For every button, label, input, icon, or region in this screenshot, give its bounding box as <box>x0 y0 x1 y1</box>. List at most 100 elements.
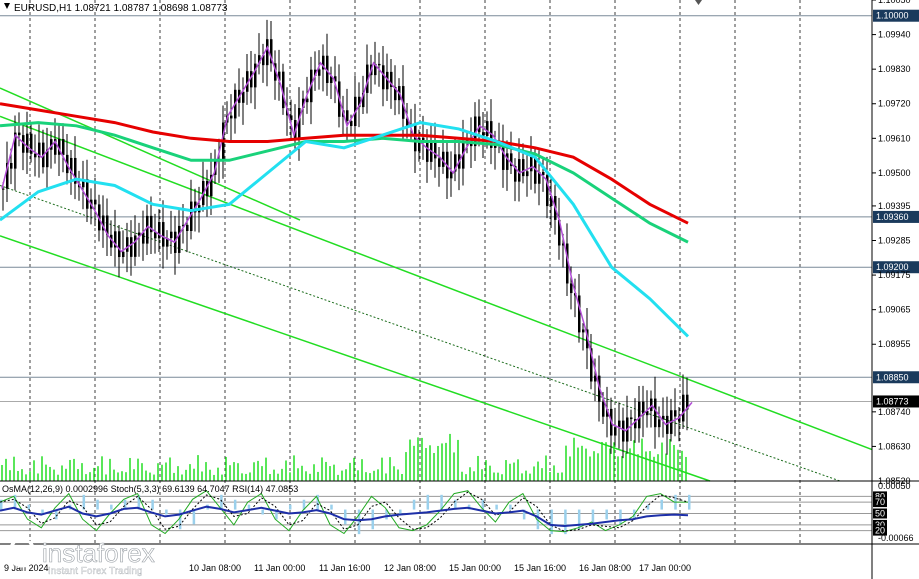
candle-body <box>474 116 477 147</box>
candle-body <box>486 121 489 136</box>
candle-body <box>386 71 389 90</box>
candle-body <box>530 156 533 172</box>
stoch-level-tag <box>873 508 887 519</box>
time-label: 9 Jan 2024 <box>4 563 49 573</box>
candle-body <box>538 172 541 184</box>
candle-body <box>546 175 549 207</box>
candle-body <box>382 65 385 90</box>
logo-tagline: Instant Forex Trading <box>48 566 143 577</box>
candle-body <box>654 398 657 428</box>
osma-bar <box>151 499 154 510</box>
volume-histogram <box>1 433 687 481</box>
osma-bar <box>509 504 512 510</box>
candle-body <box>438 158 441 167</box>
candle-body <box>142 232 145 244</box>
candle-body <box>506 153 509 170</box>
candle-body <box>150 215 153 233</box>
candle-body <box>6 162 9 189</box>
candle-body <box>406 118 409 126</box>
candle-body <box>522 159 525 177</box>
instaforex-logo: instaforex Instant Forex Trading <box>7 538 155 577</box>
ema200-line <box>0 102 689 225</box>
logo-brand: instaforex <box>42 538 155 568</box>
candle-body <box>378 63 381 66</box>
candle-body <box>186 224 189 231</box>
osma-bar <box>440 494 443 510</box>
candle-body <box>594 375 597 382</box>
vertical-grid <box>29 0 801 544</box>
candle-body <box>298 108 301 140</box>
time-axis: 9 Jan 2024 10 Jan 08:00 11 Jan 00:00 11 Jan… <box>4 563 691 573</box>
osma-bar <box>357 509 361 535</box>
candle-body <box>390 71 393 87</box>
time-label: 11 Jan 16:00 <box>319 563 370 573</box>
collapse-triangle-icon[interactable] <box>4 3 10 9</box>
osma-bar <box>41 509 44 515</box>
candle-body <box>662 415 665 420</box>
candle-body <box>174 231 177 253</box>
osma-tick-label: -0.00066 <box>878 533 914 543</box>
y-tick-label: 1.09720 <box>878 99 911 109</box>
y-tick-label: 1.08520 <box>878 476 911 486</box>
channel-upper <box>0 115 873 451</box>
time-label: 11 Jan 00:00 <box>254 563 305 573</box>
candle-body <box>678 416 681 422</box>
candle-body <box>542 172 545 176</box>
horizontal-levels: 1.10000 1.09360 1.09200 1.08850 1.08773 <box>0 9 919 408</box>
osma-bar <box>137 494 141 510</box>
candle-body <box>134 235 137 257</box>
logo-inner-icon <box>14 545 30 561</box>
candle-body <box>650 398 653 412</box>
candle-body <box>278 71 281 81</box>
y-tick-label: 1.09285 <box>878 236 911 246</box>
level-tag-label: 1.09200 <box>876 262 909 272</box>
candle-body <box>422 137 425 142</box>
candle-body <box>178 225 181 253</box>
candle-body <box>182 224 185 226</box>
osma-bar <box>688 494 691 510</box>
candle-body <box>666 415 669 434</box>
candle-body <box>366 64 369 93</box>
candle-body <box>550 196 553 207</box>
candle-body <box>230 115 233 119</box>
current-price-label: 1.08773 <box>876 396 909 406</box>
candle-body <box>254 63 257 88</box>
y-tick-label: 1.08630 <box>878 441 911 451</box>
candle-body <box>562 243 565 246</box>
y-tick-label: 1.09175 <box>878 270 911 280</box>
candle-body <box>306 98 309 103</box>
stoch-level-tag <box>873 491 887 502</box>
candle-body <box>454 154 457 172</box>
osma-bar <box>27 504 31 510</box>
candle-body <box>322 55 325 70</box>
candle-body <box>590 348 593 382</box>
osma-bar <box>577 509 581 530</box>
moving-averages <box>0 45 693 432</box>
candle-body <box>110 234 113 248</box>
osma-bar <box>481 499 485 510</box>
shift-marker-icon[interactable] <box>695 0 702 5</box>
level-tag <box>873 261 919 274</box>
osma-bar <box>344 509 347 525</box>
candle-body <box>30 133 33 154</box>
candle-body <box>534 156 537 184</box>
candle-body <box>302 98 305 109</box>
candle-body <box>22 135 25 153</box>
candle-body <box>70 157 73 174</box>
candle-body <box>54 139 57 155</box>
candle-body <box>122 251 125 258</box>
candle-body <box>618 420 621 428</box>
time-label: 15 Jan 16:00 <box>514 563 566 573</box>
time-label: 10 Jan 08:00 <box>189 563 241 573</box>
candle-body <box>146 215 149 244</box>
y-tick-label: 1.09500 <box>878 168 911 178</box>
y-tick-label: 1.09830 <box>878 64 911 74</box>
candle-body <box>58 139 61 155</box>
candle-body <box>274 63 277 81</box>
candle-body <box>26 133 29 153</box>
candle-body <box>442 151 445 167</box>
level-tag <box>873 9 919 22</box>
osma-bar <box>591 509 595 525</box>
osma-bar <box>412 499 416 510</box>
